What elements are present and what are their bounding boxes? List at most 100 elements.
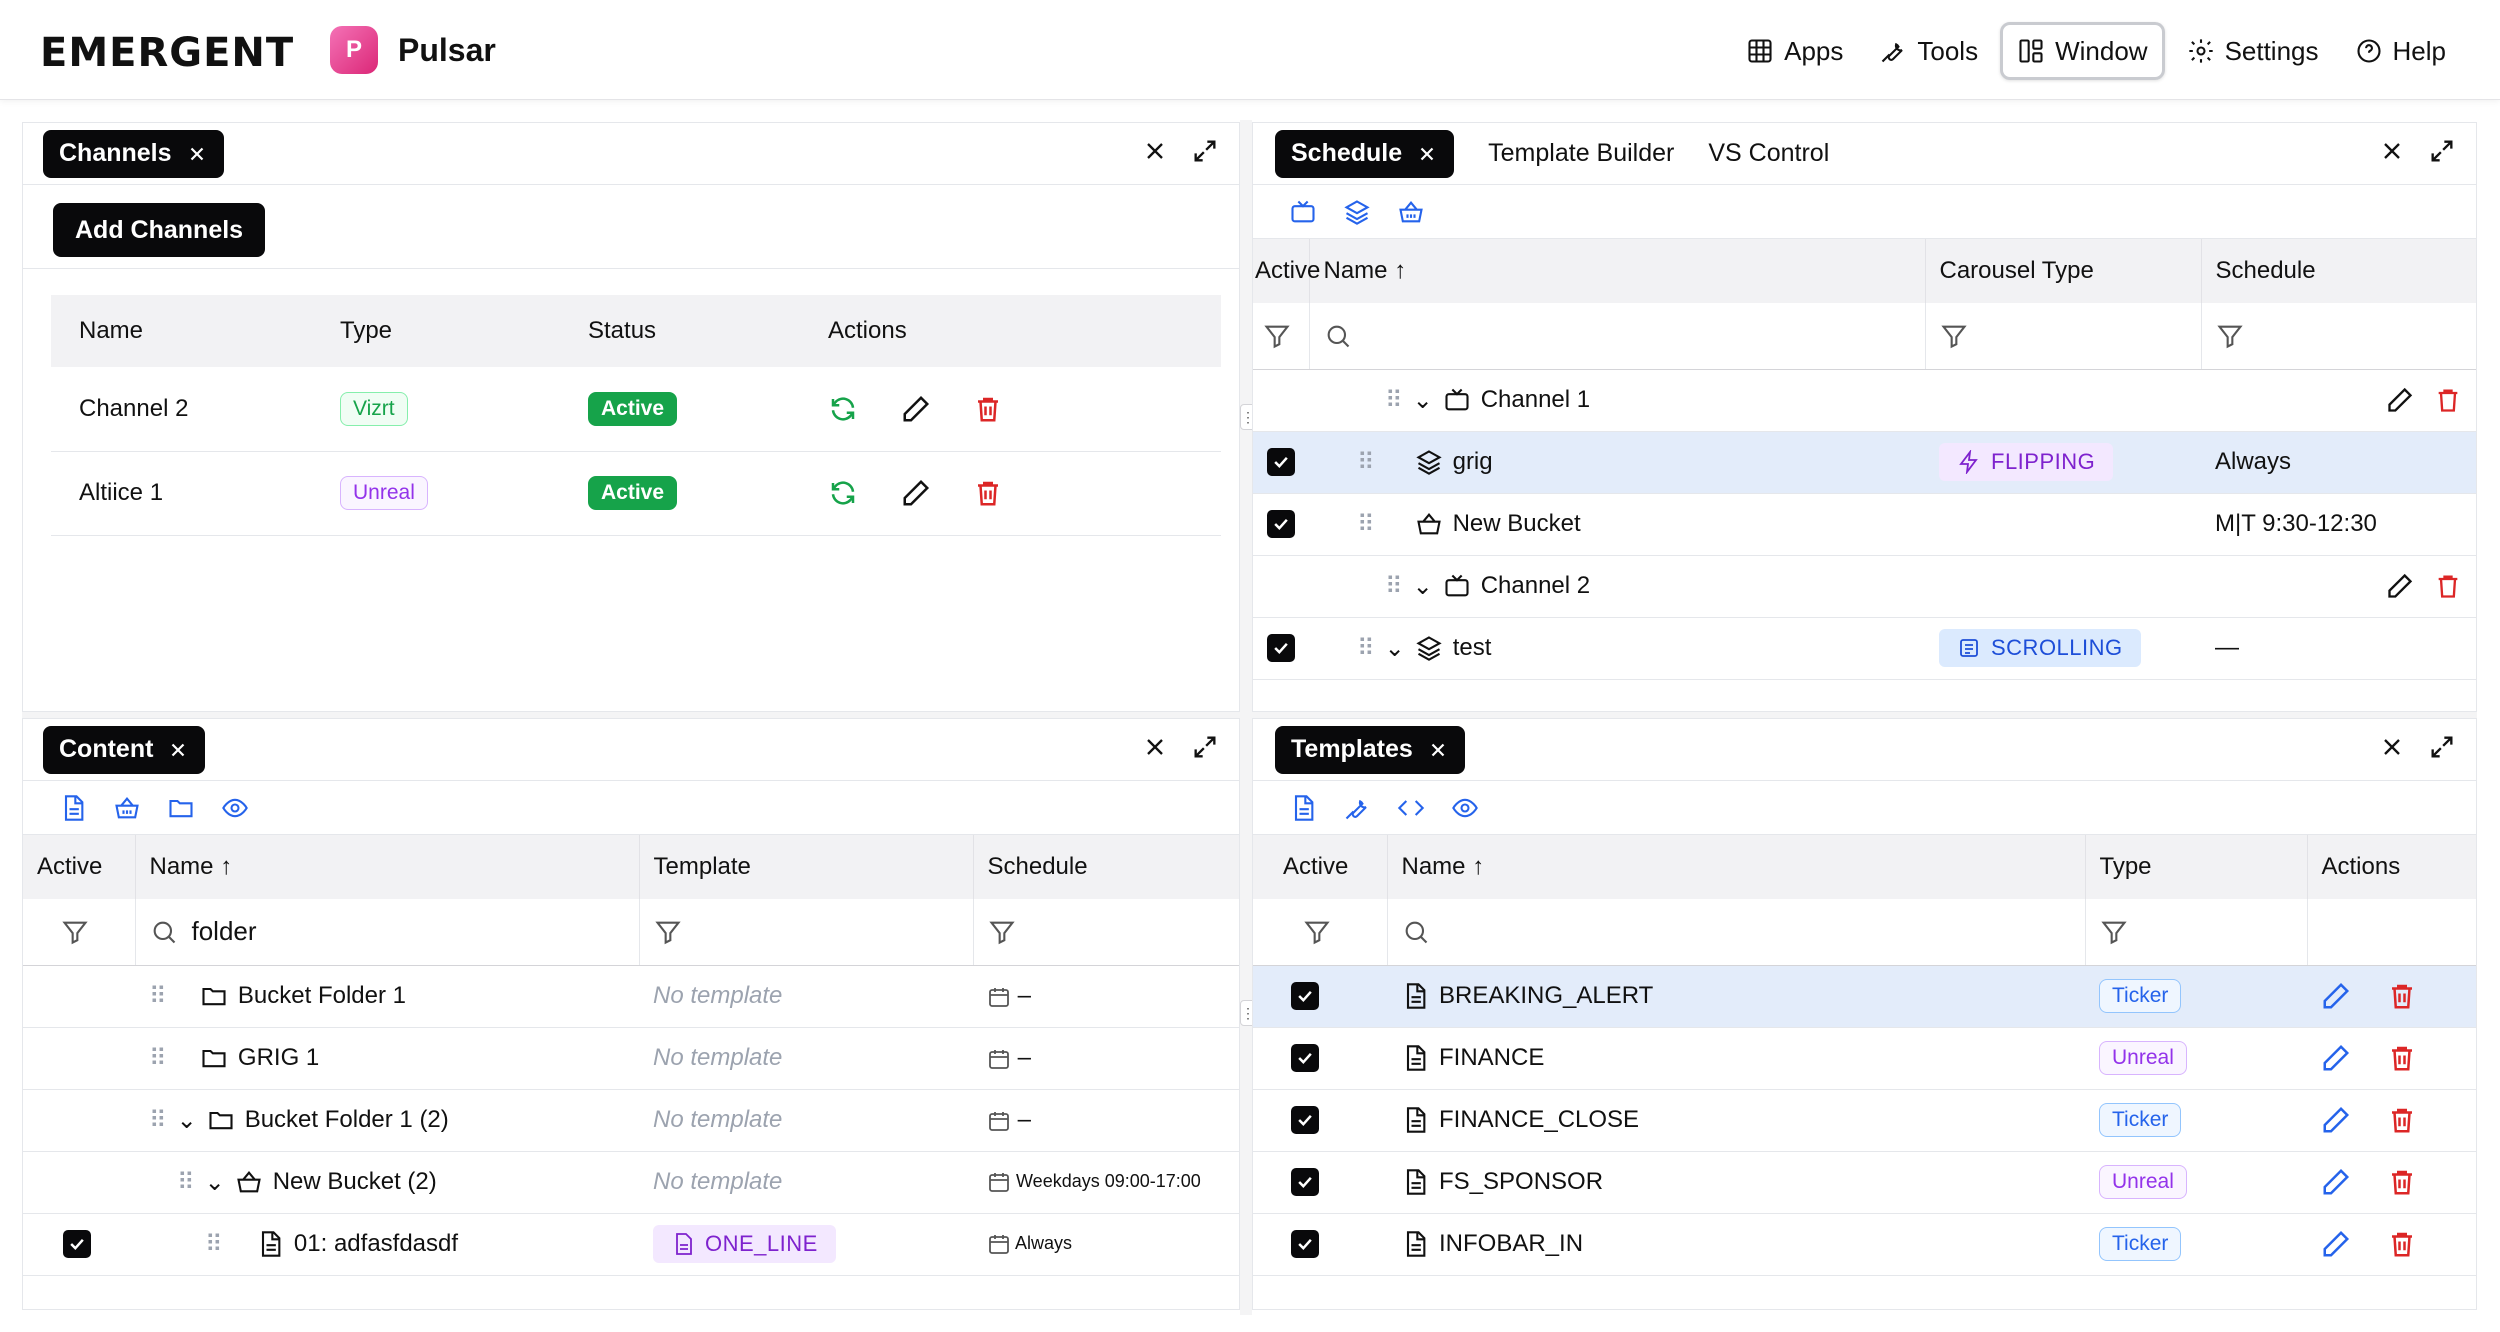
filter-icon[interactable]	[1940, 322, 1968, 350]
active-checkbox[interactable]	[63, 1230, 91, 1259]
trash-icon[interactable]	[2387, 1105, 2417, 1135]
col-name[interactable]: Name ↑	[135, 835, 640, 899]
active-checkbox[interactable]	[1291, 1106, 1319, 1135]
edit-icon[interactable]	[2386, 572, 2414, 600]
close-panel-icon[interactable]	[1141, 137, 1169, 165]
chevron-down-icon[interactable]: ⌄	[204, 1168, 225, 1196]
active-checkbox[interactable]	[1267, 634, 1295, 663]
tab-channels[interactable]: Channels	[43, 129, 224, 178]
file-icon[interactable]	[59, 794, 87, 822]
close-icon[interactable]	[1427, 739, 1449, 761]
col-active[interactable]: Active	[1253, 239, 1320, 303]
horizontal-splitter[interactable]	[22, 712, 2477, 720]
table-row[interactable]: FINANCE_CLOSE Ticker	[1253, 1089, 2476, 1152]
maximize-icon[interactable]	[2428, 733, 2456, 761]
trash-icon[interactable]	[2387, 1043, 2417, 1073]
col-name[interactable]: Name	[51, 295, 326, 367]
table-row[interactable]: ⠿ Bucket Folder 1 No template –	[23, 965, 1239, 1028]
table-row[interactable]: Altiice 1 Unreal Active	[51, 451, 1221, 536]
tv-icon[interactable]	[1289, 198, 1317, 226]
tab-template-builder[interactable]: Template Builder	[1488, 139, 1675, 167]
chevron-down-icon[interactable]: ⌄	[1384, 634, 1405, 662]
col-name[interactable]: Name ↑	[1387, 835, 2086, 899]
col-active[interactable]: Active	[23, 835, 136, 899]
refresh-icon[interactable]	[828, 394, 858, 424]
table-row[interactable]: ⠿ 01: adfasfdasdf ONE_LINE Always	[23, 1213, 1239, 1276]
table-row[interactable]: ⠿ New Bucket M|T 9:30-12:30	[1253, 493, 2476, 556]
refresh-icon[interactable]	[828, 478, 858, 508]
group-row[interactable]: ⠿ ⌄ Channel 2	[1253, 555, 2476, 618]
eye-icon[interactable]	[1451, 794, 1479, 822]
menu-window[interactable]: Window	[2000, 22, 2165, 80]
drag-handle-icon[interactable]: ⠿	[149, 982, 167, 1010]
table-row[interactable]: Channel 2 Vizrt Active	[51, 367, 1221, 452]
search-input[interactable]: folder	[135, 899, 640, 966]
edit-icon[interactable]	[2321, 1043, 2351, 1073]
filter-icon[interactable]	[988, 918, 1016, 946]
col-template[interactable]: Template	[639, 835, 974, 899]
drag-handle-icon[interactable]: ⠿	[1385, 572, 1403, 600]
active-checkbox[interactable]	[1291, 1230, 1319, 1259]
close-panel-icon[interactable]	[2378, 137, 2406, 165]
search-icon[interactable]	[1402, 918, 1430, 946]
filter-icon[interactable]	[2216, 322, 2244, 350]
trash-icon[interactable]	[2434, 572, 2462, 600]
drag-handle-icon[interactable]: ⠿	[1385, 386, 1403, 414]
edit-icon[interactable]	[2321, 981, 2351, 1011]
table-row[interactable]: ⠿ ⌄ Bucket Folder 1 (2) No template –	[23, 1089, 1239, 1152]
close-icon[interactable]	[1416, 143, 1438, 165]
menu-tools[interactable]: Tools	[1865, 22, 1992, 80]
trash-icon[interactable]	[2387, 1229, 2417, 1259]
edit-icon[interactable]	[2321, 1229, 2351, 1259]
table-row[interactable]: FS_SPONSOR Unreal	[1253, 1151, 2476, 1214]
col-schedule[interactable]: Schedule	[973, 835, 1239, 899]
table-row[interactable]: BREAKING_ALERT Ticker	[1253, 965, 2476, 1028]
trash-icon[interactable]	[973, 394, 1003, 424]
active-checkbox[interactable]	[1267, 448, 1295, 477]
chevron-down-icon[interactable]: ⌄	[1412, 386, 1433, 414]
chevron-down-icon[interactable]: ⌄	[176, 1106, 197, 1134]
tab-content[interactable]: Content	[43, 725, 206, 774]
table-row[interactable]: ⠿ GRIG 1 No template –	[23, 1027, 1239, 1090]
drag-handle-icon[interactable]: ⠿	[149, 1106, 167, 1134]
table-row[interactable]: ⠿ ⌄ New Bucket (2) No template Weekdays 09…	[23, 1151, 1239, 1214]
chevron-down-icon[interactable]: ⌄	[1412, 572, 1433, 600]
edit-icon[interactable]	[2321, 1167, 2351, 1197]
active-checkbox[interactable]	[1291, 1044, 1319, 1073]
filter-icon[interactable]	[654, 918, 682, 946]
active-checkbox[interactable]	[1267, 510, 1295, 539]
col-name[interactable]: Name ↑	[1309, 239, 1926, 303]
drag-handle-icon[interactable]: ⠿	[1357, 634, 1375, 662]
drag-handle-icon[interactable]: ⠿	[1357, 448, 1375, 476]
tab-vs-control[interactable]: VS Control	[1708, 139, 1830, 167]
trash-icon[interactable]	[2387, 981, 2417, 1011]
filter-icon[interactable]	[61, 918, 89, 946]
col-type[interactable]: Type	[2085, 835, 2308, 899]
edit-icon[interactable]	[901, 394, 931, 424]
col-type[interactable]: Type	[326, 295, 574, 367]
trash-icon[interactable]	[973, 478, 1003, 508]
edit-icon[interactable]	[2386, 386, 2414, 414]
basket-icon[interactable]	[1397, 198, 1425, 226]
filter-icon[interactable]	[2100, 918, 2128, 946]
close-icon[interactable]	[186, 143, 208, 165]
table-row[interactable]: ⠿ grig FLIPPING Always	[1253, 431, 2476, 494]
code-icon[interactable]	[1397, 794, 1425, 822]
close-panel-icon[interactable]	[1141, 733, 1169, 761]
table-row[interactable]: INFOBAR_IN Ticker	[1253, 1213, 2476, 1276]
drag-handle-icon[interactable]: ⠿	[205, 1230, 223, 1258]
group-row[interactable]: ⠿ ⌄ Channel 1	[1253, 369, 2476, 432]
template-badge[interactable]: ONE_LINE	[653, 1225, 836, 1263]
col-carousel-type[interactable]: Carousel Type	[1925, 239, 2202, 303]
layers-icon[interactable]	[1343, 198, 1371, 226]
maximize-icon[interactable]	[1191, 733, 1219, 761]
filter-icon[interactable]	[1263, 322, 1291, 350]
folder-icon[interactable]	[167, 794, 195, 822]
eye-icon[interactable]	[221, 794, 249, 822]
search-icon[interactable]	[1324, 322, 1352, 350]
add-channels-button[interactable]: Add Channels	[53, 203, 266, 257]
drag-handle-icon[interactable]: ⠿	[1357, 510, 1375, 538]
wrench-icon[interactable]	[1343, 794, 1371, 822]
drag-handle-icon[interactable]: ⠿	[177, 1168, 195, 1196]
edit-icon[interactable]	[2321, 1105, 2351, 1135]
